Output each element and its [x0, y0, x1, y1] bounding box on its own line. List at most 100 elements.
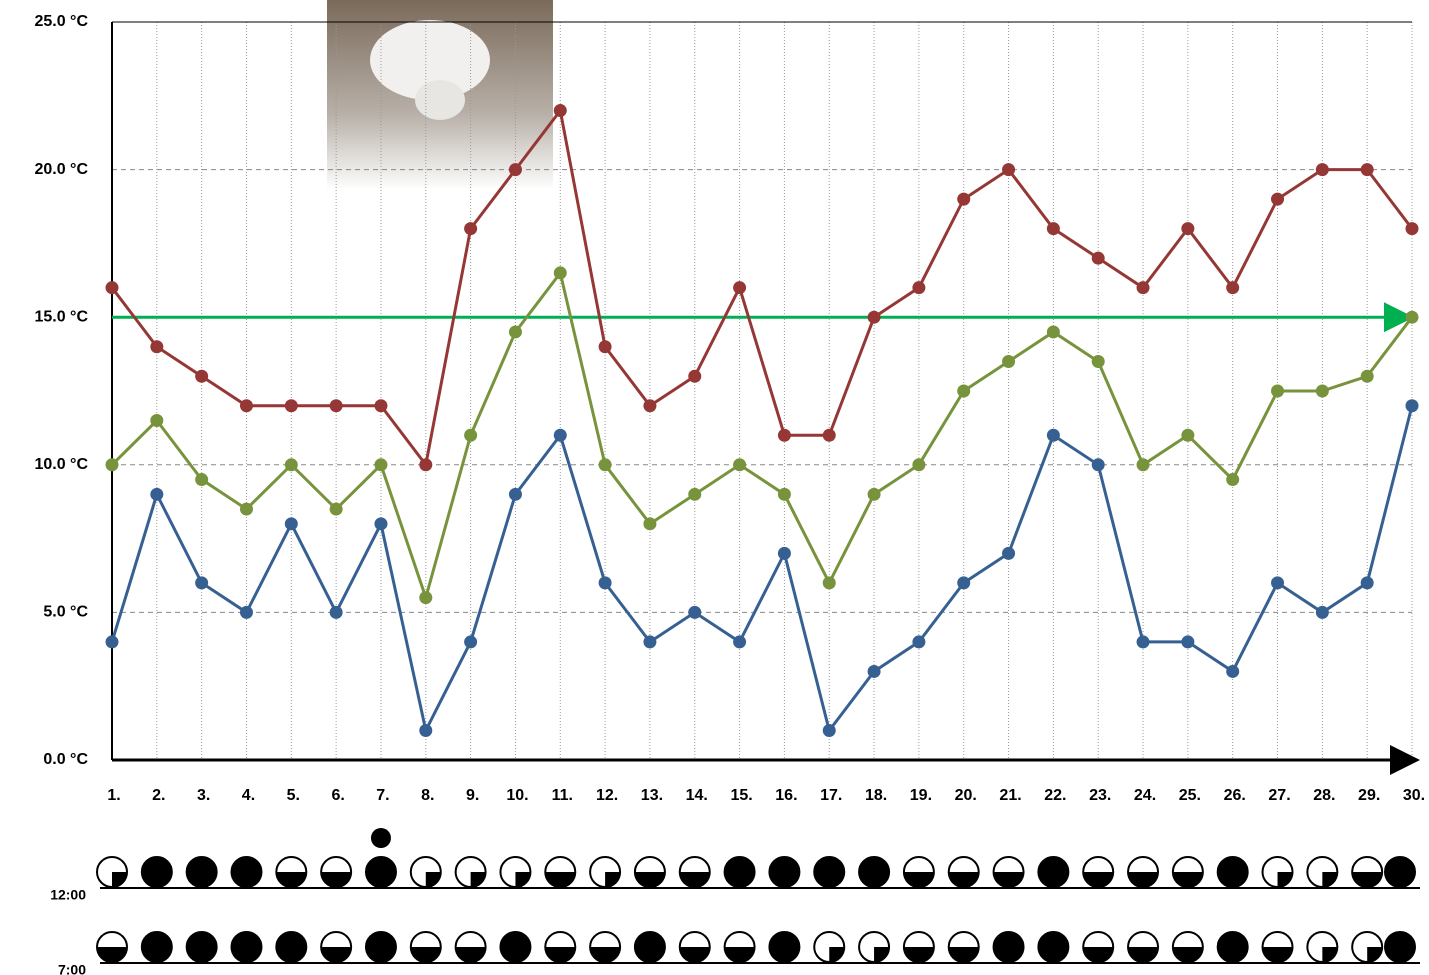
data-point — [957, 576, 971, 590]
data-point — [329, 502, 343, 516]
cloud-icon — [1037, 856, 1070, 888]
data-point — [733, 458, 747, 472]
series-line — [110, 106, 1414, 469]
cloud-icon — [499, 931, 532, 963]
cloud-icon — [1216, 856, 1249, 888]
cloud-icon-fill — [1322, 872, 1338, 887]
data-point — [1002, 354, 1016, 368]
cloud-icon-fill — [1217, 857, 1248, 887]
data-point — [508, 487, 522, 501]
data-point — [1405, 310, 1419, 324]
cloud-icon-fill — [903, 947, 934, 962]
cloud-icon-fill — [455, 947, 486, 962]
cloud-icon-fill — [1083, 872, 1114, 887]
cloud-icon-fill — [1217, 932, 1248, 962]
data-point — [105, 635, 119, 649]
data-point — [777, 546, 791, 560]
cloud-icon-fill — [590, 947, 621, 962]
y-tick-label: 0.0 °C — [43, 751, 88, 768]
data-point — [688, 487, 702, 501]
cloud-icon — [947, 931, 980, 963]
data-point — [957, 192, 971, 206]
cloud-icon — [589, 931, 622, 963]
cloud-icon — [902, 931, 935, 963]
data-point — [464, 222, 478, 236]
cloud-icon-fill — [874, 947, 890, 962]
data-point — [239, 502, 253, 516]
cloud-icon-fill — [112, 872, 127, 887]
data-point — [957, 384, 971, 398]
cloud-icon — [1261, 856, 1294, 888]
data-point — [822, 428, 836, 442]
data-point — [1226, 473, 1240, 487]
cloud-icon — [409, 856, 442, 888]
data-point — [867, 487, 881, 501]
data-point — [284, 399, 298, 413]
x-tick-label: 10. — [506, 787, 528, 804]
cloud-icon — [633, 931, 666, 963]
cloud-icon — [1306, 931, 1339, 963]
data-point — [912, 458, 926, 472]
data-point — [1091, 354, 1105, 368]
cloud-icon — [96, 856, 128, 888]
x-tick-label: 14. — [686, 787, 708, 804]
cloud-icon-fill — [1322, 947, 1338, 962]
cloud-icon — [947, 856, 980, 888]
cloud-icon-fill — [1172, 872, 1203, 887]
cloud-icon — [902, 856, 935, 888]
cloud-icon-fill — [425, 872, 441, 887]
cloud-icon-fill — [829, 947, 845, 962]
cloud-icon-fill — [634, 872, 665, 887]
cloud-icon-fill — [1172, 947, 1203, 962]
data-point — [150, 487, 164, 501]
cloud-icon — [678, 856, 711, 888]
data-point — [374, 399, 388, 413]
cloud-icon-fill — [1038, 857, 1069, 887]
data-point — [1315, 163, 1329, 177]
data-point — [1226, 281, 1240, 295]
cloud-icon — [1127, 856, 1160, 888]
cloud-icon-fill — [186, 932, 217, 962]
data-point — [867, 664, 881, 678]
data-point — [1315, 605, 1329, 619]
x-tick-label: 9. — [466, 787, 479, 804]
cloud-icon — [409, 931, 442, 963]
cloud-icon-fill — [231, 857, 262, 887]
cloud-icon-fill — [1352, 872, 1383, 887]
data-point — [1360, 163, 1374, 177]
cloud-icon — [364, 856, 397, 888]
cloud-icon — [723, 856, 756, 888]
cloud-icon — [1127, 931, 1160, 963]
data-point — [1271, 384, 1285, 398]
cloud-icon — [633, 856, 666, 888]
cloud-icon-fill — [993, 932, 1024, 962]
x-tick-label: 22. — [1044, 787, 1066, 804]
cloud-icon — [992, 856, 1025, 888]
data-point — [195, 369, 209, 383]
data-point — [643, 399, 657, 413]
data-point — [284, 458, 298, 472]
cloud-icon-fill — [1128, 872, 1159, 887]
cloud-icon — [678, 931, 711, 963]
cloud-icon — [230, 931, 263, 963]
x-tick-label: 16. — [775, 787, 797, 804]
cloud-icon-fill — [470, 872, 486, 887]
x-tick-label: 5. — [287, 787, 300, 804]
data-point — [553, 428, 567, 442]
data-point — [464, 428, 478, 442]
data-point — [1136, 458, 1150, 472]
data-point — [643, 635, 657, 649]
data-point — [105, 281, 119, 295]
cloud-icon-fill — [276, 932, 307, 962]
x-tick-label: 25. — [1179, 787, 1201, 804]
cloud-icon-fill — [545, 872, 576, 887]
cloud-icon-fill — [1385, 857, 1415, 887]
cloud-icon-fill — [814, 857, 845, 887]
data-point — [688, 369, 702, 383]
data-point — [239, 399, 253, 413]
data-point — [329, 399, 343, 413]
data-point — [822, 723, 836, 737]
x-tick-label: 18. — [865, 787, 887, 804]
data-point — [464, 635, 478, 649]
